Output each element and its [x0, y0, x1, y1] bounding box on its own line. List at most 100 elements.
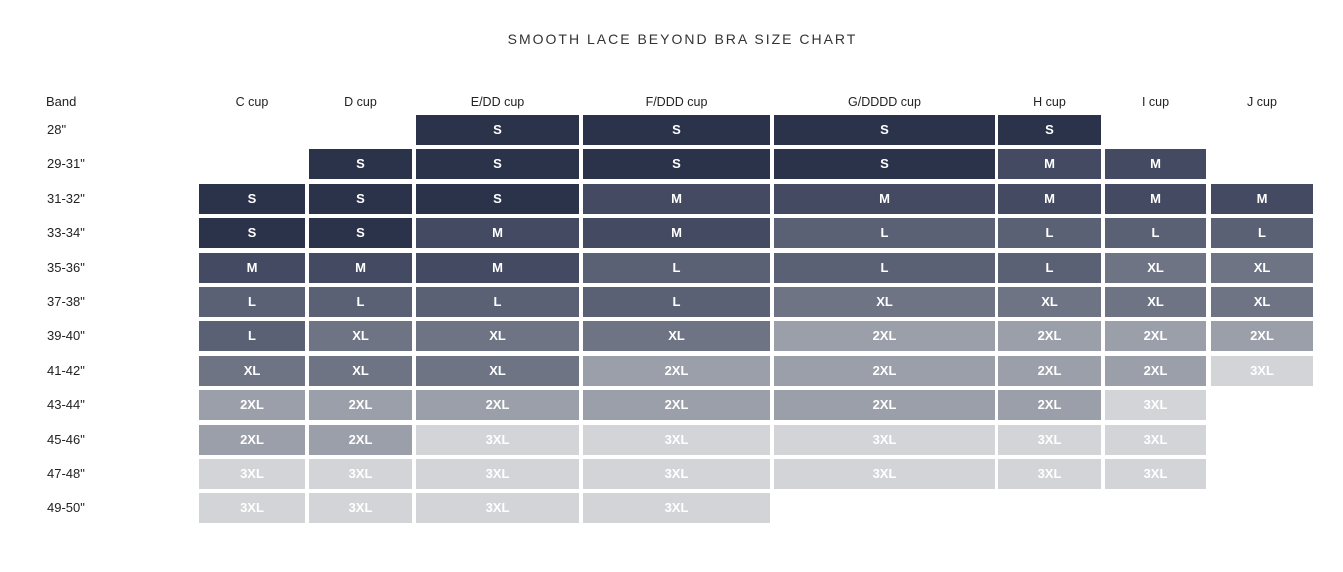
- size-cell: 3XL: [416, 459, 579, 489]
- size-cell: S: [416, 184, 579, 214]
- size-cell: S: [416, 115, 579, 145]
- size-cell: XL: [998, 287, 1101, 317]
- size-cell: M: [416, 253, 579, 283]
- size-cell: 3XL: [416, 493, 579, 523]
- band-label: 35-36": [47, 260, 85, 275]
- size-cell: S: [774, 115, 995, 145]
- size-cell: 2XL: [199, 390, 305, 420]
- size-cell: XL: [774, 287, 995, 317]
- size-cell: 2XL: [774, 390, 995, 420]
- size-cell: XL: [309, 321, 412, 351]
- size-cell: S: [199, 218, 305, 248]
- size-cell: 3XL: [583, 459, 770, 489]
- band-label: 47-48": [47, 466, 85, 481]
- column-header-f-ddd-cup: F/DDD cup: [645, 95, 708, 109]
- size-cell: 2XL: [774, 356, 995, 386]
- size-cell: XL: [416, 356, 579, 386]
- size-cell: XL: [199, 356, 305, 386]
- size-cell: XL: [1105, 287, 1206, 317]
- size-cell: XL: [1211, 253, 1313, 283]
- band-label: 29-31": [47, 156, 85, 171]
- size-cell: S: [583, 149, 770, 179]
- size-cell: 3XL: [1105, 459, 1206, 489]
- band-label: 28": [47, 122, 67, 137]
- size-cell: 3XL: [416, 425, 579, 455]
- size-cell: M: [774, 184, 995, 214]
- band-label: 37-38": [47, 294, 85, 309]
- column-header-i-cup: I cup: [1141, 95, 1170, 109]
- size-cell: XL: [1211, 287, 1313, 317]
- size-cell: L: [998, 253, 1101, 283]
- size-cell: L: [1105, 218, 1206, 248]
- band-column-header: Band: [46, 94, 77, 109]
- size-cell: 2XL: [774, 321, 995, 351]
- column-header-g-dddd-cup: G/DDDD cup: [848, 95, 921, 109]
- size-cell: 3XL: [199, 493, 305, 523]
- size-cell: 2XL: [998, 390, 1101, 420]
- size-cell: 2XL: [199, 425, 305, 455]
- size-cell: M: [416, 218, 579, 248]
- size-cell: L: [199, 321, 305, 351]
- size-cell: 2XL: [1211, 321, 1313, 351]
- size-cell: L: [309, 287, 412, 317]
- size-cell: L: [583, 253, 770, 283]
- size-cell: M: [583, 184, 770, 214]
- size-cell: M: [998, 149, 1101, 179]
- size-cell: XL: [416, 321, 579, 351]
- size-cell: XL: [309, 356, 412, 386]
- size-cell: L: [199, 287, 305, 317]
- size-cell: 2XL: [1105, 356, 1206, 386]
- size-cell: S: [309, 184, 412, 214]
- size-cell: S: [998, 115, 1101, 145]
- size-cell: L: [583, 287, 770, 317]
- size-cell: 3XL: [1105, 425, 1206, 455]
- size-cell: L: [774, 253, 995, 283]
- size-cell: 3XL: [1105, 390, 1206, 420]
- column-header-d-cup: D cup: [344, 95, 377, 109]
- size-cell: M: [199, 253, 305, 283]
- size-cell: 2XL: [998, 356, 1101, 386]
- size-cell: 2XL: [309, 390, 412, 420]
- size-cell: 2XL: [309, 425, 412, 455]
- column-header-c-cup: C cup: [235, 95, 269, 109]
- size-cell: M: [998, 184, 1101, 214]
- size-cell: 3XL: [309, 459, 412, 489]
- size-cell: XL: [1105, 253, 1206, 283]
- size-cell: M: [583, 218, 770, 248]
- column-header-j-cup: J cup: [1247, 95, 1277, 109]
- band-label: 41-42": [47, 363, 85, 378]
- size-cell: 2XL: [1105, 321, 1206, 351]
- size-cell: L: [416, 287, 579, 317]
- size-cell: M: [1211, 184, 1313, 214]
- band-label: 33-34": [47, 225, 85, 240]
- size-cell: 3XL: [1211, 356, 1313, 386]
- size-cell: S: [583, 115, 770, 145]
- band-label: 31-32": [47, 191, 85, 206]
- column-header-h-cup: H cup: [1033, 95, 1066, 109]
- size-cell: S: [199, 184, 305, 214]
- size-cell: 3XL: [199, 459, 305, 489]
- size-cell: 3XL: [998, 459, 1101, 489]
- size-cell: 3XL: [583, 425, 770, 455]
- size-cell: 2XL: [416, 390, 579, 420]
- size-cell: 3XL: [998, 425, 1101, 455]
- size-cell: L: [998, 218, 1101, 248]
- chart-title: SMOOTH LACE BEYOND BRA SIZE CHART: [507, 31, 858, 47]
- size-cell: L: [1211, 218, 1313, 248]
- size-cell: M: [309, 253, 412, 283]
- size-cell: S: [416, 149, 579, 179]
- column-header-e-dd-cup: E/DD cup: [470, 95, 525, 109]
- size-cell: 2XL: [998, 321, 1101, 351]
- size-cell: L: [774, 218, 995, 248]
- band-label: 49-50": [47, 500, 85, 515]
- size-cell: S: [774, 149, 995, 179]
- size-cell: XL: [583, 321, 770, 351]
- band-label: 45-46": [47, 432, 85, 447]
- size-cell: S: [309, 149, 412, 179]
- size-cell: M: [1105, 149, 1206, 179]
- size-cell: 2XL: [583, 390, 770, 420]
- size-cell: 3XL: [583, 493, 770, 523]
- size-cell: 3XL: [774, 459, 995, 489]
- band-label: 43-44": [47, 397, 85, 412]
- size-cell: 3XL: [774, 425, 995, 455]
